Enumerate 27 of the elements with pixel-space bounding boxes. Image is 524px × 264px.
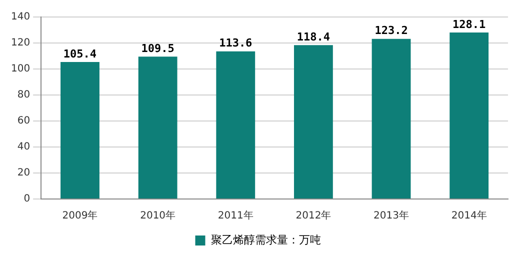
y-tick-label: 80 [17,90,30,101]
y-tick-label: 20 [17,168,30,179]
data-label: 109.5 [141,42,174,56]
bar [60,62,100,198]
bar [450,32,489,198]
x-tick-label: 2011年 [218,210,254,222]
x-tick-label: 2010年 [140,210,176,222]
legend-label: 聚乙烯醇需求量：万吨 [210,233,321,246]
y-tick-label: 40 [17,142,30,153]
data-label: 128.1 [452,18,486,31]
data-label: 123.2 [374,24,408,38]
bar [216,51,256,198]
bar [372,38,411,198]
x-tick-label: 2014年 [451,210,487,222]
x-tick-label: 2012年 [296,210,332,222]
x-tick-label: 2009年 [62,210,98,222]
bar [138,56,178,198]
data-label: 118.4 [296,30,330,44]
x-tick-label: 2013年 [374,210,409,222]
data-label: 113.6 [219,36,253,50]
y-tick-label: 140 [10,12,30,23]
data-label: 105.4 [63,47,97,60]
y-tick-label: 120 [10,38,30,49]
y-tick-label: 0 [24,194,30,205]
y-tick-label: 100 [10,64,30,75]
y-tick-label: 60 [17,116,30,127]
bar [294,45,333,198]
